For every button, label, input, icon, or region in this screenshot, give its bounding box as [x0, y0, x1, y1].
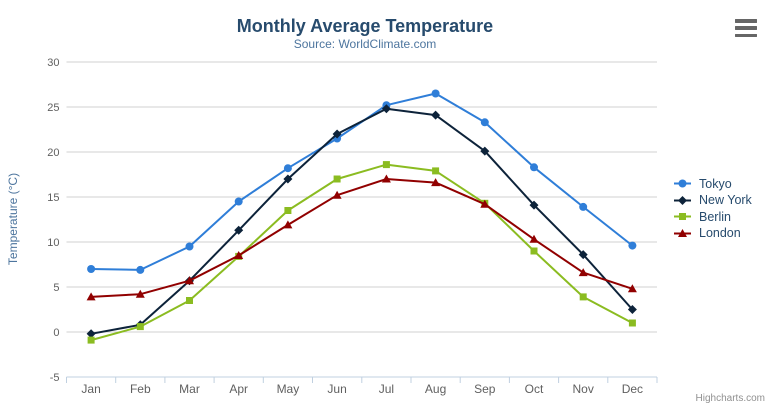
hamburger-icon	[735, 19, 757, 23]
y-tick-label: -5	[50, 372, 60, 384]
y-tick-label: 10	[47, 237, 59, 249]
data-point-tokyo[interactable]	[579, 202, 588, 211]
hamburger-icon	[735, 26, 757, 30]
legend-item-new-york[interactable]: New York	[674, 193, 752, 207]
legend-square-icon	[674, 213, 691, 220]
data-point-tokyo[interactable]	[480, 118, 489, 127]
data-point-tokyo[interactable]	[431, 89, 440, 98]
x-tick-label: May	[277, 382, 300, 396]
x-tick-label: Jun	[327, 382, 346, 396]
series-line-berlin[interactable]	[90, 163, 634, 342]
legend-item-berlin[interactable]: Berlin	[674, 209, 752, 224]
y-tick-label: 20	[47, 147, 59, 159]
x-tick-label: Feb	[130, 382, 151, 396]
data-point-new-york[interactable]	[332, 129, 342, 139]
data-point-new-york[interactable]	[86, 329, 96, 339]
legend-label-london: London	[699, 226, 741, 240]
data-point-london[interactable]	[283, 220, 293, 229]
data-point-berlin[interactable]	[284, 207, 292, 214]
data-point-london[interactable]	[332, 190, 342, 199]
series-line-london[interactable]	[90, 178, 634, 298]
data-point-tokyo[interactable]	[628, 241, 637, 250]
data-point-london[interactable]	[578, 268, 588, 277]
data-point-tokyo[interactable]	[234, 197, 243, 206]
legend-diamond-icon	[674, 195, 691, 205]
data-point-new-york[interactable]	[234, 225, 244, 235]
legend-circle-icon	[674, 179, 691, 188]
data-point-london[interactable]	[86, 292, 96, 301]
data-point-berlin[interactable]	[87, 336, 95, 344]
data-point-new-york[interactable]	[431, 110, 441, 120]
credits-link[interactable]: Highcharts.com	[695, 393, 765, 404]
data-point-tokyo[interactable]	[136, 265, 145, 274]
x-tick-label: Dec	[622, 382, 643, 396]
x-tick-label: Aug	[425, 382, 446, 396]
y-tick-label: 0	[53, 327, 59, 339]
chart-subtitle: Source: WorldClimate.com	[293, 37, 437, 51]
x-tick-label: Mar	[179, 382, 200, 396]
x-tick-label: Apr	[229, 382, 248, 396]
legend-label-new-york: New York	[699, 193, 752, 207]
legend-label-berlin: Berlin	[699, 209, 731, 224]
data-point-berlin[interactable]	[136, 323, 144, 331]
data-point-london[interactable]	[431, 178, 441, 187]
data-point-new-york[interactable]	[480, 146, 490, 156]
data-point-london[interactable]	[529, 234, 539, 243]
x-tick-label: Jan	[81, 382, 100, 396]
y-tick-label: 30	[47, 57, 59, 69]
y-tick-label: 5	[53, 282, 59, 294]
data-point-new-york[interactable]	[578, 250, 588, 260]
data-point-london[interactable]	[185, 276, 194, 285]
legend-item-tokyo[interactable]: Tokyo	[674, 176, 752, 191]
legend-triangle-icon	[674, 228, 691, 237]
data-point-berlin[interactable]	[186, 297, 193, 304]
y-tick-label: 25	[47, 102, 59, 114]
chart-title: Monthly Average Temperature	[236, 16, 494, 36]
export-menu-button[interactable]	[735, 19, 759, 37]
legend-label-tokyo: Tokyo	[699, 176, 732, 191]
data-point-london[interactable]	[627, 284, 637, 293]
data-point-tokyo[interactable]	[185, 242, 194, 251]
data-point-london[interactable]	[480, 199, 490, 208]
data-point-berlin[interactable]	[530, 247, 538, 255]
x-tick-label: Nov	[573, 382, 594, 396]
data-point-new-york[interactable]	[283, 174, 293, 184]
x-tick-label: Oct	[525, 382, 544, 396]
data-point-berlin[interactable]	[333, 175, 341, 183]
x-tick-label: Jul	[379, 382, 394, 396]
series-line-tokyo[interactable]	[90, 92, 634, 271]
data-point-london[interactable]	[135, 289, 145, 298]
data-point-london[interactable]	[381, 174, 391, 183]
y-tick-label: 15	[47, 192, 59, 204]
series-line-new-york[interactable]	[90, 107, 634, 335]
data-point-berlin[interactable]	[432, 167, 440, 175]
data-point-tokyo[interactable]	[283, 164, 292, 173]
data-point-new-york[interactable]	[381, 104, 391, 114]
data-point-london[interactable]	[234, 251, 244, 259]
data-point-tokyo[interactable]	[530, 163, 538, 172]
data-point-tokyo[interactable]	[87, 265, 96, 273]
x-tick-label: Sep	[474, 382, 496, 396]
data-point-new-york[interactable]	[529, 200, 539, 210]
hamburger-icon	[735, 33, 757, 37]
data-point-berlin[interactable]	[382, 161, 390, 169]
data-point-new-york[interactable]	[627, 305, 637, 314]
data-point-berlin[interactable]	[579, 293, 587, 301]
legend: Tokyo New York Berlin London	[674, 177, 752, 240]
legend-item-london[interactable]: London	[674, 226, 752, 240]
data-point-berlin[interactable]	[628, 319, 636, 327]
